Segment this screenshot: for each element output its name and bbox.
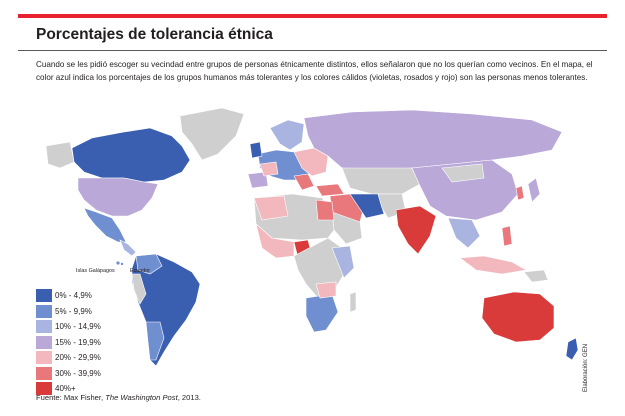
legend-label: 5% - 9,9% — [55, 306, 92, 316]
world-map — [45, 107, 579, 367]
legend-label: 40%+ — [55, 384, 76, 394]
alaska — [45, 141, 75, 169]
southern-africa — [305, 293, 339, 333]
legend-swatch — [36, 335, 52, 349]
galapagos-islands — [116, 261, 120, 265]
canada — [71, 127, 191, 183]
peru — [131, 273, 147, 305]
iberia — [247, 171, 269, 189]
legend-label: 15% - 19,9% — [55, 337, 101, 347]
legend-item: 5% - 9,9% — [36, 304, 101, 320]
source-publication: The Washington Post — [105, 393, 178, 402]
map-description: Cuando se les pidió escoger su vecindad … — [36, 60, 593, 82]
new-zealand — [565, 337, 579, 361]
zambia-zimbabwe — [315, 281, 337, 299]
legend-item: 15% - 19,9% — [36, 335, 101, 351]
source-prefix: Fuente: Max Fisher, — [36, 393, 106, 402]
greenland — [179, 107, 245, 161]
southern-cone — [145, 321, 165, 361]
legend-swatch — [36, 289, 52, 303]
madagascar — [349, 291, 357, 313]
india — [395, 205, 437, 255]
central-asia — [341, 167, 421, 195]
france — [259, 161, 279, 177]
northern-south-america — [135, 253, 163, 275]
legend-item: 40%+ — [36, 381, 101, 397]
balkans — [293, 173, 315, 191]
legend-item: 0% - 4,9% — [36, 288, 101, 304]
legend-label: 30% - 39,9% — [55, 368, 101, 378]
title-divider — [18, 50, 607, 51]
southeast-asia — [447, 217, 481, 249]
japan — [527, 177, 541, 203]
legend-label: 0% - 4,9% — [55, 291, 92, 301]
mongolia — [441, 163, 485, 183]
label-ecuador: Ecuador — [130, 268, 151, 274]
scandinavia — [269, 119, 305, 151]
source-note: Fuente: Max Fisher, The Washington Post,… — [36, 393, 201, 402]
legend-item: 20% - 29,9% — [36, 350, 101, 366]
legend-swatch — [36, 304, 52, 318]
turkey — [315, 183, 345, 197]
indonesia — [459, 255, 527, 275]
central-america — [119, 239, 137, 257]
top-accent-bar — [18, 14, 607, 18]
philippines — [501, 225, 513, 247]
iran — [349, 193, 385, 219]
united-states — [77, 177, 159, 217]
legend-label: 20% - 29,9% — [55, 353, 101, 363]
legend-swatch — [36, 351, 52, 365]
legend-swatch — [36, 366, 52, 380]
legend-item: 30% - 39,9% — [36, 366, 101, 382]
uk-ireland — [249, 141, 263, 159]
label-galapagos: Islas Galápagos — [76, 268, 115, 274]
australia — [481, 291, 555, 343]
legend-swatch — [36, 320, 52, 334]
egypt — [315, 199, 335, 221]
page-title: Porcentajes de tolerancia étnica — [36, 26, 273, 43]
morocco-algeria — [253, 195, 289, 221]
legend-label: 10% - 14,9% — [55, 322, 101, 332]
china — [411, 159, 519, 221]
legend-item: 10% - 14,9% — [36, 319, 101, 335]
legend-swatch — [36, 382, 52, 396]
credit-note: Elaboración: GEN — [583, 343, 589, 392]
map-legend: 0% - 4,9% 5% - 9,9% 10% - 14,9% 15% - 19… — [36, 288, 101, 397]
korea — [515, 185, 525, 201]
russia — [303, 109, 563, 171]
source-suffix: , 2013. — [177, 393, 201, 402]
papua — [523, 269, 549, 283]
east-africa — [331, 245, 355, 279]
